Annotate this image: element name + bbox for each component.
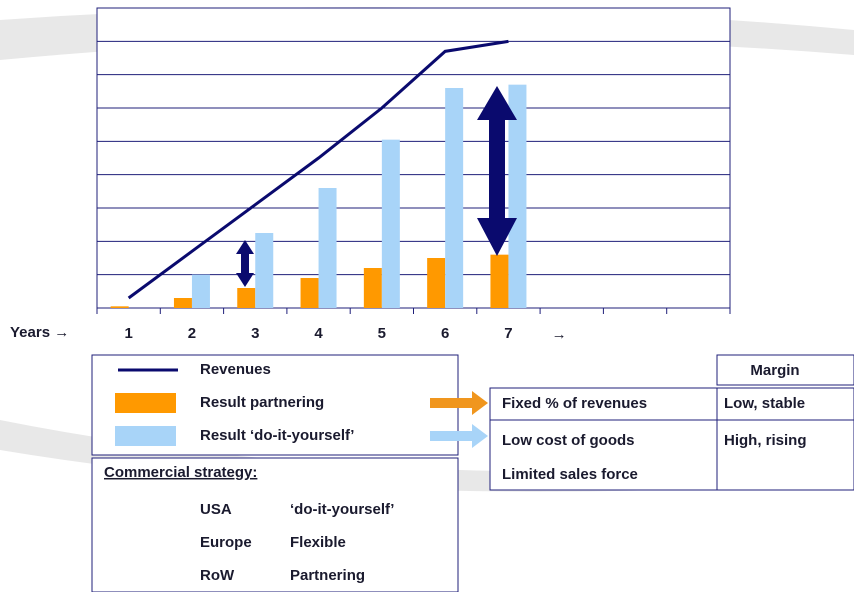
bar (255, 233, 274, 308)
legend: Revenues Result partnering Result ‘do-it-y… (115, 361, 354, 446)
bar (300, 278, 319, 308)
margin-header-cell (716, 354, 854, 386)
double-arrow (477, 86, 517, 256)
item: Low cost of goods (502, 432, 635, 449)
bar (110, 306, 129, 308)
legend-label: Result partnering (200, 394, 324, 411)
approach: Partnering (290, 567, 365, 584)
bar (191, 274, 210, 308)
item: Fixed % of revenues (502, 395, 647, 412)
strategy-title: Commercial strategy: (104, 464, 257, 481)
x-tick-label: 2 (188, 325, 196, 342)
bar (427, 258, 446, 308)
x-tick-label: 6 (441, 325, 449, 342)
legend-swatch (115, 393, 176, 413)
x-tick-label: 4 (314, 325, 323, 342)
bar (490, 254, 509, 308)
x-axis-label: Years → (10, 324, 69, 341)
double-arrow (236, 240, 254, 287)
legend-label: Revenues (200, 361, 271, 378)
cell (716, 387, 854, 421)
cell (489, 387, 718, 421)
x-tick-label: 1 (124, 325, 132, 342)
strategy-box (91, 457, 459, 592)
bar (173, 298, 192, 308)
plot-area (96, 7, 731, 309)
bar (381, 139, 400, 308)
x-tick-label: 3 (251, 325, 259, 342)
bar (363, 268, 382, 308)
margin-header: Margin (750, 362, 799, 379)
x-tick-label: 5 (378, 325, 386, 342)
approach: ‘do-it-yourself’ (290, 501, 394, 518)
x-axis-arrow: → (552, 326, 567, 343)
region: USA (200, 501, 232, 518)
bar (445, 88, 464, 308)
region: Europe (200, 534, 252, 551)
bar (237, 288, 256, 308)
table: Fixed % of revenues Low, stable Low cost o… (502, 395, 807, 483)
strategy: USA ‘do-it-yourself’ Europe Flexible RoW Part… (200, 501, 394, 584)
revenue-line (127, 39, 509, 300)
margin: Low, stable (724, 395, 805, 412)
arrow-orange (430, 391, 488, 415)
cell (716, 419, 854, 491)
approach: Flexible (290, 534, 346, 551)
region: RoW (200, 567, 235, 584)
plot (96, 7, 731, 314)
bar (318, 188, 337, 308)
arrow-blue (430, 424, 488, 448)
cell (489, 419, 718, 491)
margin: High, rising (724, 432, 807, 449)
bar (508, 84, 527, 309)
x-tick-label: 7 (504, 325, 512, 342)
item: Limited sales force (502, 466, 638, 483)
legend-label: Result ‘do-it-yourself’ (200, 427, 354, 444)
legend-swatch (115, 426, 176, 446)
